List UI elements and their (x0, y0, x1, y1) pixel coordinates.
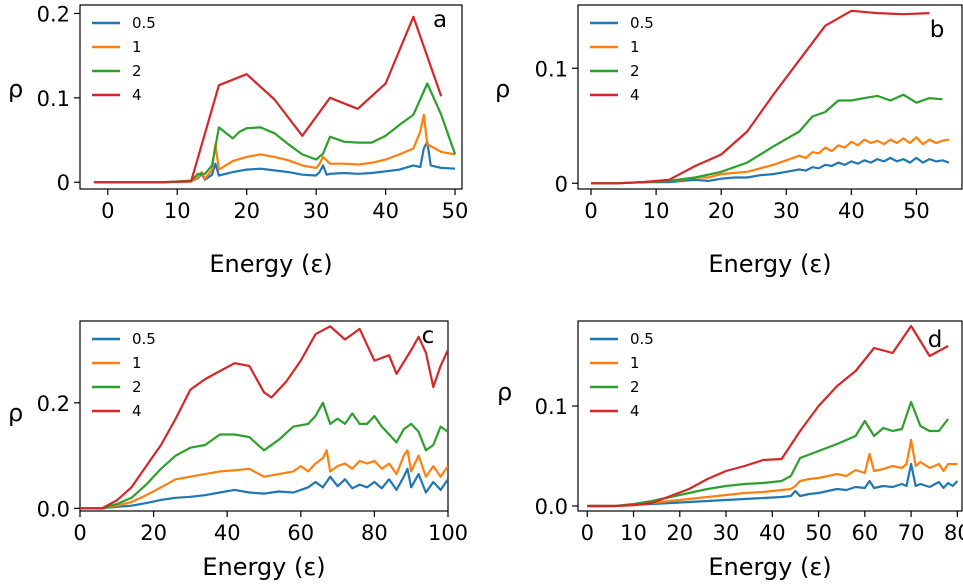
x-tick-label: 30 (773, 199, 800, 223)
panel-c: 0 20 40 60 80 100 0.0 0.2 Energy (ε) ρ c 0.5 1 2 4 (8, 320, 468, 581)
x-tick-label: 80 (944, 521, 963, 545)
series-line-1 (93, 113, 456, 184)
x-tick-label: 10 (164, 199, 191, 223)
legend-label: 2 (630, 378, 640, 396)
y-tick-label: 0.1 (37, 87, 70, 111)
legend-label: 1 (132, 38, 142, 56)
x-tick-label: 0 (581, 521, 594, 545)
series-line-4 (80, 325, 448, 510)
series-line-4 (587, 324, 949, 508)
axes-frame (79, 320, 449, 512)
y-tick-label: 0.2 (37, 2, 70, 26)
legend-label: 1 (630, 354, 640, 372)
series-line-0.5 (93, 140, 456, 184)
axes-frame (79, 4, 463, 190)
x-axis-label: Energy (ε) (708, 250, 831, 278)
panel-letter: a (433, 7, 447, 33)
series-line-2 (80, 401, 448, 510)
x-tick-label: 40 (838, 199, 865, 223)
legend-label: 0.5 (630, 330, 654, 348)
axes-frame (577, 4, 963, 190)
legend-label: 2 (630, 62, 640, 80)
legend-label: 0.5 (132, 330, 156, 348)
panel-letter: b (930, 17, 945, 43)
axes-frame (577, 320, 963, 512)
series-line-0.5 (591, 156, 950, 185)
series-line-1 (587, 438, 958, 508)
legend-label: 1 (630, 38, 640, 56)
legend-label: 0.5 (630, 14, 654, 32)
x-tick-label: 20 (233, 199, 260, 223)
legend-label: 4 (132, 86, 142, 104)
x-tick-label: 0 (584, 199, 597, 223)
x-tick-label: 80 (361, 521, 388, 545)
y-axis-label: ρ (497, 378, 512, 406)
series-line-1 (591, 136, 950, 185)
legend-label: 4 (132, 402, 142, 420)
series-line-0.5 (587, 462, 959, 508)
y-tick-label: 0.1 (535, 57, 568, 81)
x-tick-label: 30 (713, 521, 740, 545)
series-line-2 (587, 400, 949, 508)
legend-label: 4 (630, 402, 640, 420)
x-axis-label: Energy (ε) (202, 553, 325, 581)
x-tick-label: 50 (442, 199, 469, 223)
panel-letter: c (422, 323, 435, 349)
x-tick-label: 20 (708, 199, 735, 223)
x-axis-label: Energy (ε) (209, 250, 332, 278)
series-line-4 (93, 15, 443, 184)
x-tick-label: 0 (101, 199, 114, 223)
y-tick-label: 0.2 (37, 392, 70, 416)
y-tick-label: 0.1 (535, 395, 568, 419)
series-line-0.5 (80, 467, 448, 510)
panel-a: 0 10 20 30 40 50 0 0.1 0.2 Energy (ε) ρ a 0.5 1 2 4 (8, 2, 468, 278)
series-line-2 (93, 82, 457, 184)
y-tick-label: 0.0 (37, 497, 70, 521)
y-axis-label: ρ (8, 399, 23, 427)
series-line-2 (591, 93, 943, 185)
x-axis-label: Energy (ε) (708, 553, 831, 581)
x-tick-label: 0 (73, 521, 86, 545)
legend-label: 1 (132, 354, 142, 372)
x-tick-label: 60 (851, 521, 878, 545)
x-tick-label: 20 (140, 521, 167, 545)
x-tick-label: 40 (759, 521, 786, 545)
y-tick-label: 0 (57, 171, 70, 195)
panel-d: 0 10 20 30 40 50 60 70 80 0.0 0.1 Energy (ε) ρ d 0.5 1 2… (497, 320, 963, 581)
legend-label: 2 (132, 62, 142, 80)
x-tick-label: 10 (643, 199, 670, 223)
legend-label: 0.5 (132, 14, 156, 32)
y-axis-label: ρ (495, 75, 510, 103)
panel-b: 0 10 20 30 40 50 0 0.1 Energy (ε) ρ b 0.5 1 2 4 (495, 4, 963, 278)
y-axis-label: ρ (8, 75, 23, 103)
x-tick-label: 30 (303, 199, 330, 223)
x-tick-label: 100 (428, 521, 468, 545)
x-tick-label: 20 (666, 521, 693, 545)
x-tick-label: 40 (214, 521, 241, 545)
series-line-4 (591, 9, 930, 185)
series-line-1 (80, 449, 448, 510)
x-tick-label: 50 (805, 521, 832, 545)
x-tick-label: 70 (898, 521, 925, 545)
x-tick-label: 50 (903, 199, 930, 223)
legend-label: 4 (630, 86, 640, 104)
y-tick-label: 0.0 (535, 495, 568, 519)
legend-label: 2 (132, 378, 142, 396)
x-tick-label: 10 (620, 521, 647, 545)
y-tick-label: 0 (555, 172, 568, 196)
x-tick-label: 40 (372, 199, 399, 223)
x-tick-label: 60 (287, 521, 314, 545)
panel-letter: d (928, 327, 943, 353)
